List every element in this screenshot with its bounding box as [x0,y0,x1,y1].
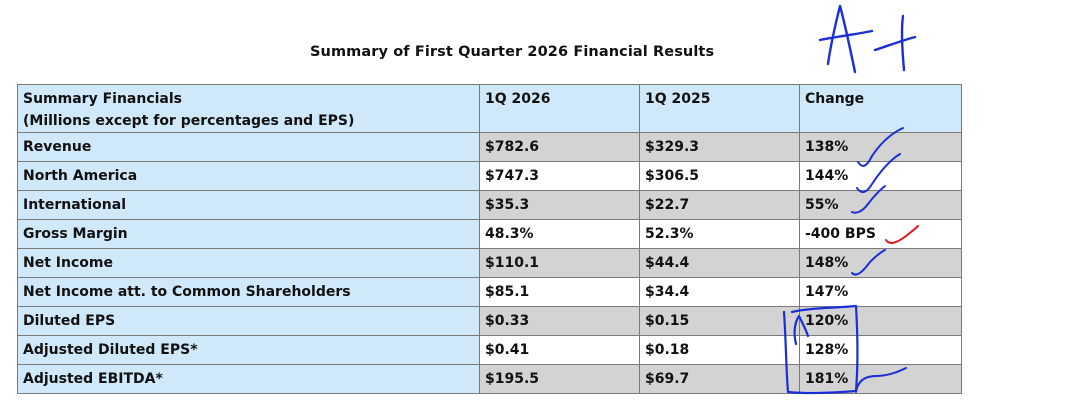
table-row: Adjusted Diluted EPS* $0.41 $0.18 128% [17,335,962,365]
value-1q2025: $329.3 [639,132,800,162]
table-row: Diluted EPS $0.33 $0.15 120% [17,306,962,336]
header-label-line2: (Millions except for percentages and EPS… [23,113,355,129]
value-change: 148% [799,248,962,278]
table-row: Net Income $110.1 $44.4 148% [17,248,962,278]
value-change: 128% [799,335,962,365]
value-1q2026: $782.6 [479,132,640,162]
value-1q2026: $85.1 [479,277,640,307]
value-1q2025: $44.4 [639,248,800,278]
value-1q2026: $195.5 [479,364,640,394]
value-change: 144% [799,161,962,191]
value-1q2026: $35.3 [479,190,640,220]
value-change: 120% [799,306,962,336]
value-change: 138% [799,132,962,162]
header-change: Change [799,84,962,133]
value-1q2025: $34.4 [639,277,800,307]
header-1q2026: 1Q 2026 [479,84,640,133]
row-label: North America [17,161,480,191]
row-label: International [17,190,480,220]
value-1q2025: $0.15 [639,306,800,336]
value-change: 181% [799,364,962,394]
header-1q2025: 1Q 2025 [639,84,800,133]
table-row: International $35.3 $22.7 55% [17,190,962,220]
value-1q2026: $110.1 [479,248,640,278]
table-row: Gross Margin 48.3% 52.3% -400 BPS [17,219,962,249]
value-1q2025: $69.7 [639,364,800,394]
value-1q2025: $22.7 [639,190,800,220]
row-label: Gross Margin [17,219,480,249]
row-label: Net Income att. to Common Shareholders [17,277,480,307]
row-label: Adjusted Diluted EPS* [17,335,480,365]
value-change: 55% [799,190,962,220]
value-1q2026: $747.3 [479,161,640,191]
row-label: Diluted EPS [17,306,480,336]
table-row: Revenue $782.6 $329.3 138% [17,132,962,162]
value-change: 147% [799,277,962,307]
header-label-cell: Summary Financials (Millions except for … [17,84,480,133]
value-1q2025: $0.18 [639,335,800,365]
row-label: Adjusted EBITDA* [17,364,480,394]
header-label-line1: Summary Financials [23,91,182,107]
value-1q2025: 52.3% [639,219,800,249]
table-row: Adjusted EBITDA* $195.5 $69.7 181% [17,364,962,394]
value-change: -400 BPS [799,219,962,249]
table-row: Net Income att. to Common Shareholders $8… [17,277,962,307]
value-1q2025: $306.5 [639,161,800,191]
value-1q2026: $0.33 [479,306,640,336]
report-title: Summary of First Quarter 2026 Financial … [310,44,715,60]
table-row: North America $747.3 $306.5 144% [17,161,962,191]
financial-summary-table: Summary Financials (Millions except for … [17,84,962,394]
grade-a-plus-icon [818,4,917,74]
value-1q2026: $0.41 [479,335,640,365]
table-header-row: Summary Financials (Millions except for … [17,84,962,133]
value-1q2026: 48.3% [479,219,640,249]
row-label: Revenue [17,132,480,162]
row-label: Net Income [17,248,480,278]
